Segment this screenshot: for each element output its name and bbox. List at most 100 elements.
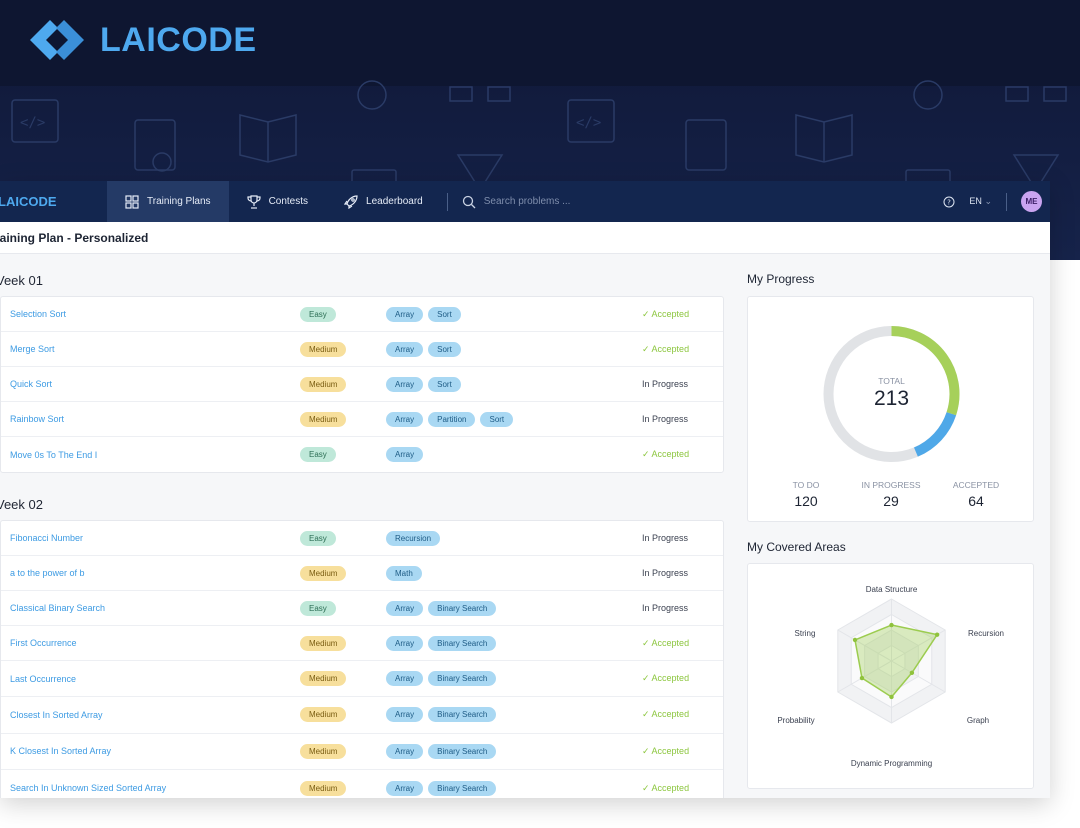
problem-name-link[interactable]: Selection Sort (10, 309, 67, 319)
tag-badge[interactable]: Sort (480, 411, 514, 427)
tag-badge[interactable]: Binary Search (428, 780, 497, 796)
search-icon (462, 195, 476, 208)
problem-name-link[interactable]: Last Occurrence (10, 673, 77, 684)
nav-brand[interactable]: LAICODE (0, 194, 57, 209)
radar-axis-label: String (795, 629, 816, 638)
status-label: In Progress (642, 533, 689, 543)
tag-list: Array Binary Search (386, 600, 497, 616)
tag-badge[interactable]: Array (386, 411, 424, 427)
problem-row[interactable]: Move 0s To The End I Easy Array ✓ Accepted (1, 437, 723, 472)
problem-name-link[interactable]: Search In Unknown Sized Sorted Array (10, 783, 167, 794)
problem-row[interactable]: a to the power of b Medium Math In Progress (1, 556, 723, 591)
tag-list: Array Sort (386, 306, 461, 322)
week-problem-list: Fibonacci Number Easy Recursion In Progress… (0, 520, 724, 798)
problem-row[interactable]: Closest In Sorted Array Medium Array Binary… (1, 697, 723, 734)
tag-badge[interactable]: Binary Search (428, 600, 497, 616)
tag-badge[interactable]: Binary Search (428, 635, 497, 651)
tag-list: Array Binary Search (386, 671, 497, 687)
problem-name-link[interactable]: Move 0s To The End I (10, 449, 98, 460)
tag-badge[interactable]: Partition (428, 411, 476, 427)
tag-badge[interactable]: Array (386, 780, 424, 796)
problem-row[interactable]: Fibonacci Number Easy Recursion In Progress (1, 521, 723, 556)
tag-badge[interactable]: Array (386, 341, 424, 357)
radar-axis-label: Graph (967, 716, 989, 725)
radar-point (909, 670, 915, 675)
tag-badge[interactable]: Binary Search (428, 671, 497, 687)
problem-row[interactable]: Selection Sort Easy Array Sort ✓ Accepted (1, 297, 723, 332)
problem-name-link[interactable]: Quick Sort (10, 379, 53, 389)
tag-badge[interactable]: Binary Search (428, 707, 497, 723)
tag-badge[interactable]: Sort (428, 341, 461, 357)
trophy-icon (246, 194, 261, 209)
problem-name-link[interactable]: Closest In Sorted Array (10, 709, 103, 720)
status-label: ✓ Accepted (642, 637, 690, 648)
tag-badge[interactable]: Array (386, 743, 424, 759)
status-label: In Progress (642, 568, 689, 578)
status-label: ✓ Accepted (642, 449, 690, 459)
nav-item-training-plans[interactable]: Training Plans (107, 181, 229, 222)
tag-list: Array Binary Search (386, 780, 497, 796)
problem-name-link[interactable]: Classical Binary Search (10, 603, 106, 613)
svg-text:</>: </> (576, 115, 601, 131)
avatar[interactable]: ME (1021, 191, 1042, 212)
difficulty-badge: Medium (300, 341, 347, 357)
problem-name-link[interactable]: Fibonacci Number (10, 533, 84, 543)
problem-row[interactable]: Merge Sort Medium Array Sort ✓ Accepted (1, 332, 723, 367)
progress-title: My Progress (747, 272, 815, 286)
tag-badge[interactable]: Array (386, 306, 424, 322)
status-label: In Progress (642, 379, 689, 389)
radar-axis-label: Dynamic Programming (851, 759, 932, 768)
problem-name-link[interactable]: Merge Sort (10, 344, 55, 354)
tag-badge[interactable]: Array (386, 600, 424, 616)
language-select[interactable]: EN ⌄ (969, 196, 992, 207)
stat-in-progress: IN PROGRESS 29 (851, 480, 931, 509)
problem-row[interactable]: First Occurrence Medium Array Binary Search… (1, 626, 723, 661)
tag-badge[interactable]: Binary Search (428, 743, 497, 759)
search-box[interactable]: Search problems ... (454, 195, 570, 209)
tag-badge[interactable]: Recursion (386, 530, 441, 546)
brand-name: LAICODE (100, 20, 257, 59)
radar-axis-label: Data Structure (866, 585, 918, 594)
problem-name-link[interactable]: a to the power of b (10, 568, 85, 578)
tag-badge[interactable]: Array (386, 707, 424, 723)
radar-axis-line (837, 660, 892, 693)
problem-row[interactable]: K Closest In Sorted Array Medium Array Bina… (1, 734, 723, 770)
language-label: EN (969, 196, 982, 206)
stat-accepted: ACCEPTED 64 (936, 480, 1016, 509)
problem-name-link[interactable]: First Occurrence (10, 638, 77, 648)
problem-row[interactable]: Rainbow Sort Medium Array Partition Sort In P… (1, 402, 723, 437)
nav-item-leaderboard[interactable]: Leaderboard (326, 181, 441, 222)
tag-badge[interactable]: Sort (428, 376, 461, 392)
tag-badge[interactable]: Array (386, 635, 424, 651)
tag-badge[interactable]: Math (386, 565, 422, 581)
tag-badge[interactable]: Array (386, 376, 424, 392)
radar-axis-line (837, 629, 892, 662)
tag-badge[interactable]: Array (386, 671, 424, 687)
tag-list: Math (386, 565, 422, 581)
chevron-down-icon: ⌄ (984, 196, 992, 206)
stat-value: 64 (968, 493, 984, 509)
status-label: ✓ Accepted (642, 709, 690, 720)
difficulty-badge: Medium (300, 707, 347, 723)
tag-badge[interactable]: Sort (428, 306, 461, 322)
radar-axis-line (891, 660, 946, 693)
donut-segment-accepted (891, 326, 960, 416)
status-label: ✓ Accepted (642, 782, 690, 793)
nav-item-contests[interactable]: Contests (229, 181, 326, 222)
problem-row[interactable]: Quick Sort Medium Array Sort In Progress (1, 367, 723, 402)
app-window: LAICODE Training Plans Contests Leaderbo… (0, 181, 1050, 798)
problem-row[interactable]: Search In Unknown Sized Sorted Array Medi… (1, 770, 723, 798)
difficulty-badge: Easy (300, 530, 336, 546)
problem-name-link[interactable]: K Closest In Sorted Array (10, 746, 112, 757)
problem-row[interactable]: Last Occurrence Medium Array Binary Search ✓… (1, 661, 723, 698)
nav-right: ? EN ⌄ ME (943, 181, 1042, 222)
week-title: Veek 02 (0, 497, 43, 512)
status-label: In Progress (642, 414, 689, 424)
difficulty-badge: Easy (300, 306, 336, 322)
help-icon[interactable]: ? (943, 196, 955, 208)
problem-row[interactable]: Classical Binary Search Easy Array Binary S… (1, 591, 723, 626)
stat-label: ACCEPTED (952, 480, 1000, 490)
brand[interactable]: LAICODE (28, 16, 257, 64)
problem-name-link[interactable]: Rainbow Sort (10, 414, 65, 424)
tag-badge[interactable]: Array (386, 447, 424, 462)
